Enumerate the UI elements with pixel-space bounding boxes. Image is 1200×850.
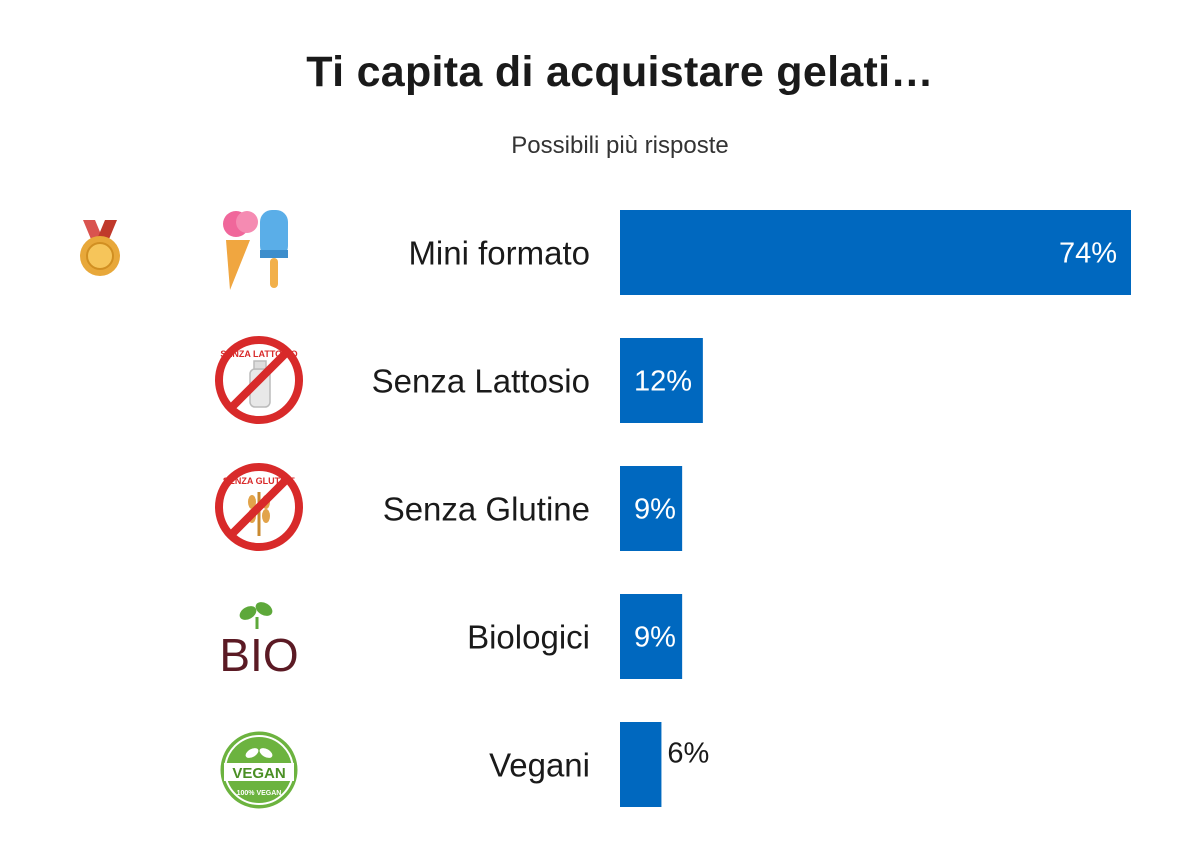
bio-icon-text: BIO	[219, 629, 298, 681]
category-label: Vegani	[489, 747, 590, 784]
category-label: Senza Lattosio	[372, 363, 590, 400]
ice-cream-icon	[214, 202, 304, 297]
value-label: 9%	[634, 622, 676, 654]
chart-title: Ti capita di acquistare gelati…	[306, 48, 934, 96]
value-label: 12%	[634, 366, 692, 398]
chart-subtitle: Possibili più risposte	[511, 132, 729, 159]
vegan-icon-text: VEGAN	[232, 765, 285, 782]
gluten-free-icon: SENZA GLUTINE	[214, 462, 304, 552]
category-label: Mini formato	[408, 235, 590, 272]
category-label: Senza Glutine	[383, 491, 590, 528]
lactose-icon-text: SENZA LATTOSIO	[220, 349, 297, 359]
value-label: 74%	[1059, 238, 1117, 270]
bar-1	[620, 338, 703, 423]
value-label: 9%	[634, 494, 676, 526]
vegan-small-text: 100% VEGAN	[237, 790, 282, 797]
medal-icon	[55, 208, 145, 298]
bio-icon: BIO	[214, 595, 304, 685]
gluten-icon-text: SENZA GLUTINE	[223, 476, 295, 486]
lactose-free-icon: SENZA LATTOSIO	[214, 335, 304, 425]
category-label: Biologici	[467, 619, 590, 656]
value-label: 6%	[667, 738, 709, 770]
bar-0	[620, 210, 1131, 295]
bar-2	[620, 466, 683, 551]
bar-3	[620, 594, 683, 679]
vegan-icon: VEGAN 100% VEGAN	[214, 725, 304, 815]
bar-4	[620, 722, 662, 807]
